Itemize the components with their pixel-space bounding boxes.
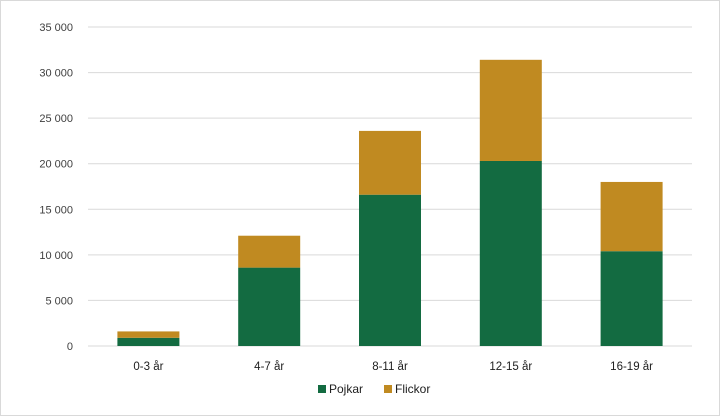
x-tick-label: 4-7 år — [254, 361, 284, 373]
y-tick-label: 25 000 — [39, 113, 73, 125]
bar-pojkar-1 — [238, 267, 301, 346]
bar-pojkar-4 — [600, 251, 663, 346]
legend-item-flickor: Flickor — [384, 382, 430, 396]
y-tick-label: 30 000 — [39, 68, 73, 80]
legend-swatch — [384, 385, 392, 393]
x-axis: 0-3 år 4-7 år 8-11 år 12-15 år 16-19 år — [133, 361, 653, 373]
x-tick-label: 0-3 år — [133, 361, 163, 373]
bars-layer — [117, 59, 663, 346]
legend-swatch — [318, 385, 326, 393]
legend-label: Flickor — [395, 382, 430, 396]
legend-item-pojkar: Pojkar — [318, 382, 363, 396]
bar-flickor-0 — [117, 331, 180, 338]
y-tick-label: 5 000 — [45, 295, 73, 307]
y-tick-label: 10 000 — [39, 250, 73, 262]
bar-flickor-2 — [359, 130, 421, 195]
x-tick-label: 12-15 år — [489, 361, 532, 373]
bar-pojkar-0 — [117, 337, 180, 346]
x-tick-label: 16-19 år — [610, 361, 653, 373]
y-tick-label: 15 000 — [39, 204, 73, 216]
y-tick-label: 20 000 — [39, 159, 73, 171]
bar-pojkar-2 — [359, 194, 421, 346]
y-axis: 0 5 000 10 000 15 000 20 000 25 000 30 000 35 0… — [39, 22, 73, 353]
y-tick-label: 35 000 — [39, 22, 73, 34]
bar-flickor-1 — [238, 235, 301, 268]
bar-flickor-3 — [479, 59, 542, 161]
y-tick-label: 0 — [67, 341, 73, 353]
x-tick-label: 8-11 år — [372, 361, 408, 373]
bar-pojkar-3 — [479, 160, 542, 346]
legend-label: Pojkar — [329, 382, 363, 396]
legend: Pojkar Flickor — [318, 382, 430, 396]
bar-flickor-4 — [600, 181, 663, 252]
